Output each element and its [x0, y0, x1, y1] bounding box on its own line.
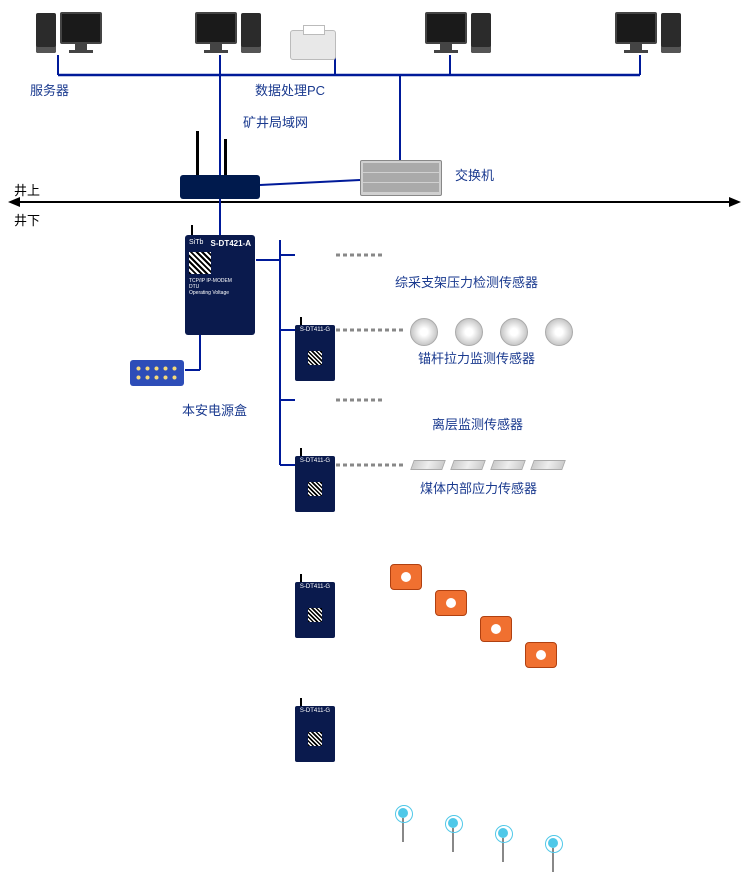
pressure-sensor — [480, 616, 512, 642]
pressure-sensor — [435, 590, 467, 616]
layer-sensor — [448, 818, 458, 828]
stress-sensor — [490, 460, 526, 470]
modem-dt411-2: S-DT411-G — [295, 456, 335, 512]
data-pc-3 — [615, 12, 681, 53]
anchor-sensor — [410, 318, 438, 346]
wifi-router — [180, 175, 260, 199]
pressure-sensor — [525, 642, 557, 668]
anchor-sensor — [455, 318, 483, 346]
sensor1-label: 综采支架压力检测传感器 — [395, 272, 538, 291]
switch-rack — [360, 160, 442, 196]
stress-sensor — [530, 460, 566, 470]
switch-label: 交换机 — [455, 165, 494, 184]
layer-sensor — [398, 808, 408, 818]
modem-dt421: SiTb S-DT421-A TCP/IP IP-MODEMDTUOperati… — [185, 235, 255, 335]
safe-power-box — [130, 360, 184, 386]
stress-sensor — [410, 460, 446, 470]
modem-dt411-3: S-DT411-G — [295, 582, 335, 638]
sensor4-label: 煤体内部应力传感器 — [420, 478, 537, 497]
psu-label: 本安电源盒 — [182, 400, 247, 419]
stress-sensor — [450, 460, 486, 470]
modem-dt411-1: S-DT411-G — [295, 325, 335, 381]
server-label: 服务器 — [30, 80, 69, 99]
data-pc-label: 数据处理PC — [255, 80, 325, 99]
modem-dt411-4: S-DT411-G — [295, 706, 335, 762]
layer-sensor — [548, 838, 558, 848]
sensor2-label: 锚杆拉力监测传感器 — [418, 348, 535, 367]
data-pc-1 — [195, 12, 261, 53]
data-pc-2 — [425, 12, 491, 53]
server-pc — [36, 12, 102, 53]
layer-sensor — [498, 828, 508, 838]
lan-label: 矿井局域网 — [243, 112, 308, 131]
sensor3-label: 离层监测传感器 — [432, 414, 523, 433]
printer — [290, 30, 336, 60]
above-ground-label: 井上 — [14, 180, 40, 199]
below-ground-label: 井下 — [14, 210, 40, 229]
pressure-sensor — [390, 564, 422, 590]
anchor-sensor — [545, 318, 573, 346]
topology-lines — [0, 0, 749, 500]
modem-model-label: S-DT421-A — [211, 239, 251, 248]
anchor-sensor — [500, 318, 528, 346]
